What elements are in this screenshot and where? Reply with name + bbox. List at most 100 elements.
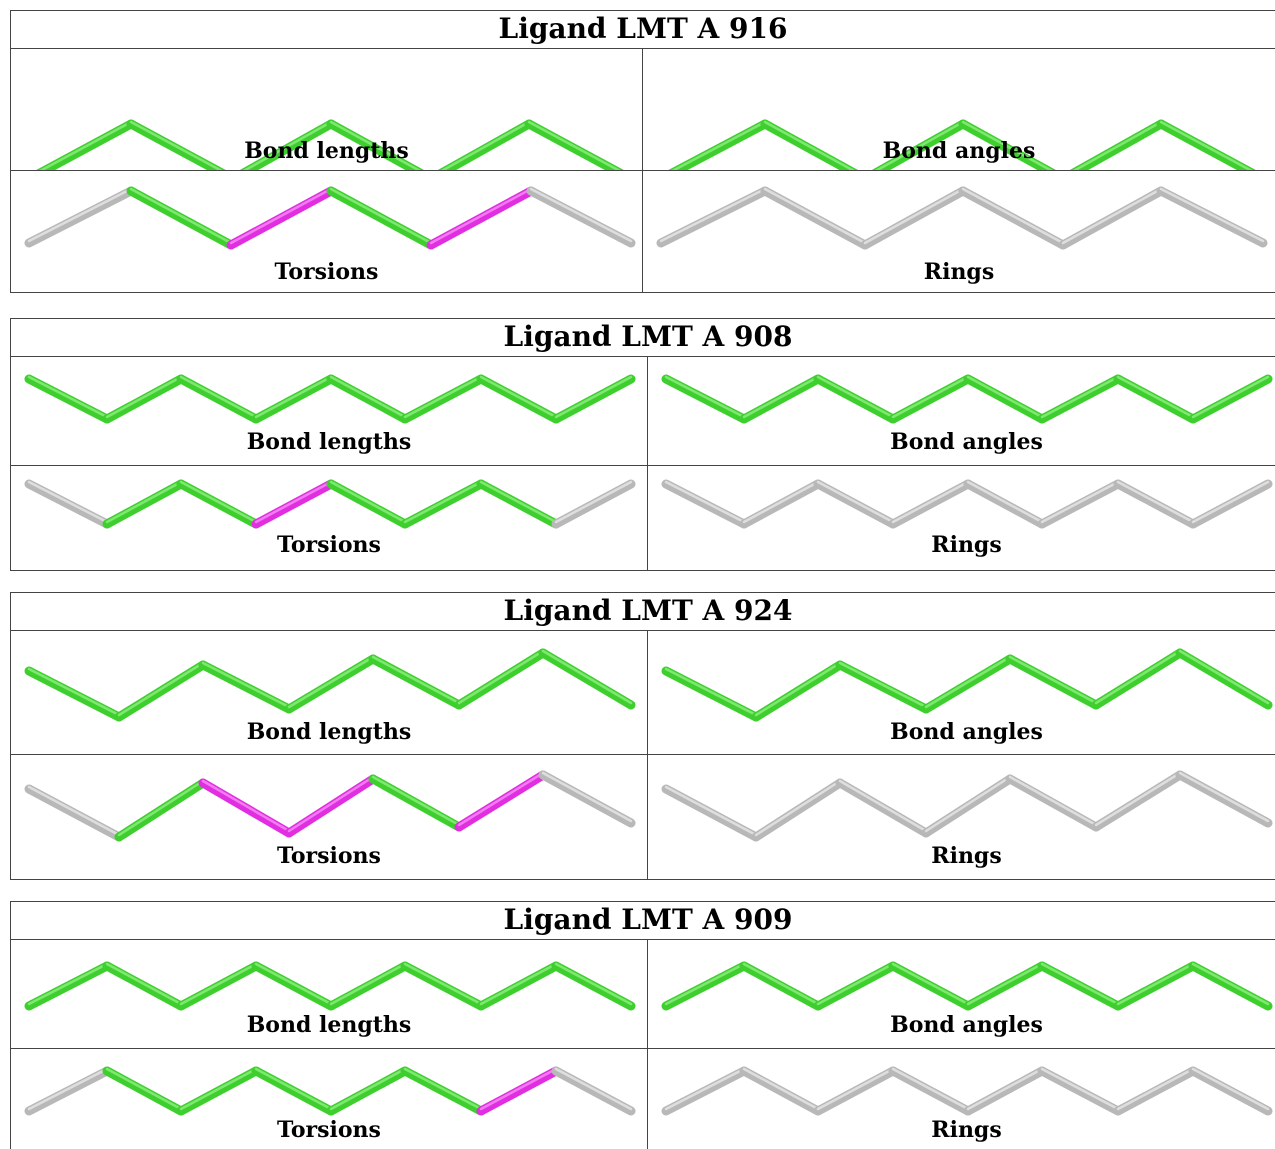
green-bond bbox=[1005, 654, 1101, 710]
grey-bond-highlight bbox=[742, 1067, 820, 1111]
grey-bond bbox=[1188, 479, 1273, 529]
green-bond bbox=[538, 648, 636, 710]
grey-bond bbox=[963, 479, 1047, 529]
green-bond bbox=[921, 654, 1015, 714]
green-bond bbox=[476, 374, 561, 424]
green-bond bbox=[888, 374, 973, 424]
green-bond-highlight bbox=[179, 1067, 258, 1111]
molecule-graphic bbox=[668, 119, 1256, 170]
green-bond-highlight bbox=[329, 375, 407, 419]
green-bond bbox=[368, 654, 464, 710]
green-bond bbox=[1113, 374, 1198, 424]
green-bond-highlight bbox=[527, 120, 621, 170]
green-bond-highlight bbox=[1191, 375, 1270, 419]
panel-caption: Bond lengths bbox=[244, 138, 409, 164]
green-bond bbox=[326, 119, 424, 170]
green-bond-highlight bbox=[763, 120, 855, 170]
green-bond-highlight bbox=[129, 187, 233, 245]
green-bond-highlight bbox=[254, 1067, 333, 1111]
green-bond bbox=[739, 961, 823, 1011]
green-bond bbox=[1037, 374, 1123, 424]
grey-bond bbox=[656, 186, 770, 248]
green-bond-highlight bbox=[329, 187, 433, 245]
green-bond bbox=[476, 479, 561, 529]
green-bond bbox=[198, 660, 294, 714]
panel-bond-angles: Bond angles bbox=[648, 631, 1275, 754]
molecule-graphic bbox=[661, 770, 1273, 842]
panel-row: Torsions Rings bbox=[11, 466, 1275, 570]
green-bond-highlight bbox=[329, 120, 421, 170]
grey-bond bbox=[661, 1066, 749, 1116]
green-bond bbox=[551, 374, 636, 424]
panel-bond-lengths: Bond lengths bbox=[11, 357, 648, 465]
green-bond bbox=[871, 119, 968, 170]
green-bond bbox=[1188, 374, 1273, 424]
grey-bond-highlight bbox=[816, 1067, 895, 1111]
panel-rings: Rings bbox=[648, 466, 1275, 570]
green-bond bbox=[400, 1066, 486, 1116]
green-bond-highlight bbox=[838, 661, 928, 709]
grey-bond bbox=[1156, 186, 1268, 248]
green-bond bbox=[36, 119, 136, 170]
green-bond-highlight bbox=[742, 962, 820, 1006]
green-bond-highlight bbox=[27, 375, 109, 419]
green-bond bbox=[176, 961, 261, 1011]
green-bond bbox=[661, 374, 749, 424]
green-bond-highlight bbox=[554, 962, 633, 1006]
panel-rings: Rings bbox=[648, 755, 1275, 879]
green-bond-highlight bbox=[1072, 120, 1163, 170]
green-bond bbox=[24, 961, 112, 1011]
green-bond bbox=[239, 119, 336, 170]
green-bond bbox=[739, 374, 823, 424]
panel-row: Bond lengths Bond angles bbox=[11, 631, 1275, 755]
green-bond bbox=[102, 479, 186, 529]
grey-bond bbox=[1188, 1066, 1273, 1116]
green-bond-highlight bbox=[440, 120, 531, 170]
green-bond bbox=[1156, 119, 1256, 170]
panel-caption: Rings bbox=[931, 532, 1002, 558]
green-bond-highlight bbox=[27, 962, 109, 1006]
green-bond bbox=[1037, 961, 1123, 1011]
grey-bond-highlight bbox=[816, 480, 895, 524]
panel-torsions: Torsions bbox=[11, 1049, 648, 1149]
green-bond-highlight bbox=[742, 375, 820, 419]
panel-row: Bond lengths Bond angles bbox=[11, 940, 1275, 1049]
green-bond bbox=[126, 186, 236, 250]
green-bond bbox=[1069, 119, 1166, 170]
panel-caption: Bond angles bbox=[890, 719, 1043, 745]
green-bond-highlight bbox=[371, 655, 461, 705]
green-bond-highlight bbox=[1116, 375, 1195, 419]
ligand-title: Ligand LMT A 909 bbox=[11, 902, 1275, 940]
grey-bond-highlight bbox=[891, 480, 970, 524]
panel-caption: Bond lengths bbox=[246, 429, 412, 455]
panel-row: Torsions Rings bbox=[11, 171, 1275, 292]
grey-bond bbox=[739, 479, 823, 529]
grey-bond-highlight bbox=[966, 480, 1044, 524]
grey-bond bbox=[1113, 479, 1198, 529]
green-bond bbox=[176, 1066, 261, 1116]
grey-bond-highlight bbox=[1159, 187, 1265, 243]
green-bond-highlight bbox=[924, 655, 1012, 709]
grey-bond bbox=[1058, 186, 1166, 250]
panel-caption: Bond lengths bbox=[246, 719, 412, 745]
green-bond-highlight bbox=[816, 375, 895, 419]
outlier-bond-highlight bbox=[287, 775, 375, 833]
green-bond-highlight bbox=[554, 375, 633, 419]
green-bond bbox=[102, 374, 186, 424]
grey-bond bbox=[1091, 770, 1185, 832]
molecule-graphic bbox=[24, 374, 636, 424]
grey-bond bbox=[24, 479, 112, 529]
grey-bond-highlight bbox=[529, 187, 633, 243]
grey-bond-highlight bbox=[664, 480, 746, 524]
grey-bond bbox=[526, 186, 636, 248]
grey-bond-highlight bbox=[1191, 1067, 1270, 1111]
grey-bond bbox=[551, 479, 636, 529]
outlier-bond-highlight bbox=[429, 187, 533, 245]
panel-bond-lengths: Bond lengths bbox=[11, 940, 648, 1048]
grey-bond-highlight bbox=[27, 1067, 109, 1111]
grey-bond bbox=[1113, 1066, 1198, 1116]
grey-bond-highlight bbox=[742, 480, 820, 524]
green-bond-highlight bbox=[479, 375, 558, 419]
green-bond-highlight bbox=[179, 480, 258, 524]
outlier-bond-highlight bbox=[229, 187, 333, 245]
